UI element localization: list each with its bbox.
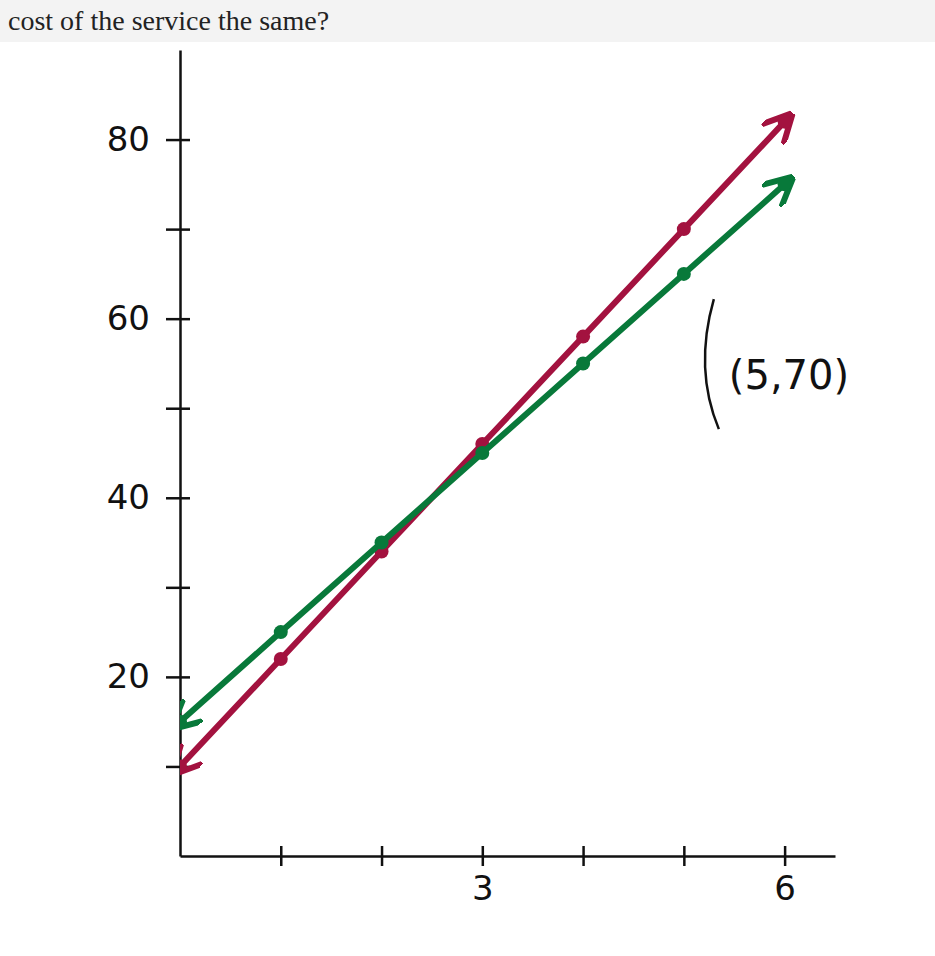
x-tick (684, 846, 685, 866)
y-tick-mark (166, 407, 190, 410)
y-tick-mark (166, 139, 190, 142)
series-line (180, 184, 785, 721)
x-tick: 3 (472, 846, 494, 908)
y-tick-mark (166, 676, 190, 679)
series-point (677, 222, 691, 236)
y-tick (166, 229, 190, 230)
x-tick-mark (784, 846, 787, 866)
x-axis: 36 (181, 846, 836, 908)
title-band (0, 0, 935, 42)
y-tick: 80 (107, 119, 190, 159)
y-tick-mark (166, 497, 190, 500)
series-point (375, 536, 389, 550)
title: cost of the service the same? (8, 5, 329, 36)
plot-area (180, 115, 792, 774)
x-tick (583, 846, 584, 866)
x-axis-line (181, 855, 836, 858)
x-tick (382, 846, 383, 866)
y-tick: 60 (107, 298, 190, 338)
y-tick-mark (166, 587, 190, 590)
series-point (677, 267, 691, 281)
series-point (274, 652, 288, 666)
series-point (778, 115, 792, 129)
y-tick-label: 40 (107, 477, 150, 517)
y-tick (166, 587, 190, 588)
y-tick-label: 60 (107, 298, 150, 338)
series-point (274, 625, 288, 639)
x-tick-label: 6 (774, 868, 796, 908)
series-point (180, 715, 187, 729)
series-point (475, 446, 489, 460)
series-point (778, 177, 792, 191)
y-tick-label: 80 (107, 119, 150, 159)
x-tick-mark (683, 846, 686, 866)
y-tick: 40 (107, 477, 190, 517)
y-tick-mark (166, 228, 190, 231)
x-tick-mark (482, 846, 485, 866)
series-point (576, 356, 590, 370)
y-axis-line (179, 51, 182, 857)
x-tick-mark (280, 846, 283, 866)
x-tick: 6 (774, 846, 796, 908)
chart: cost of the service the same?3620406080(… (0, 0, 935, 956)
y-axis: 20 40 60 80 (107, 51, 190, 857)
x-tick (281, 846, 282, 866)
annotation-bracket (705, 299, 719, 429)
series-point (180, 759, 187, 773)
y-tick: 20 (107, 656, 190, 696)
annotation: (5,70) (729, 352, 849, 398)
x-tick-mark (381, 846, 384, 866)
series-line (180, 122, 785, 767)
series-point (576, 330, 590, 344)
x-tick-mark (582, 846, 585, 866)
y-tick-label: 20 (107, 656, 150, 696)
y-tick (166, 408, 190, 409)
x-tick-label: 3 (472, 868, 494, 908)
y-tick-mark (166, 318, 190, 321)
